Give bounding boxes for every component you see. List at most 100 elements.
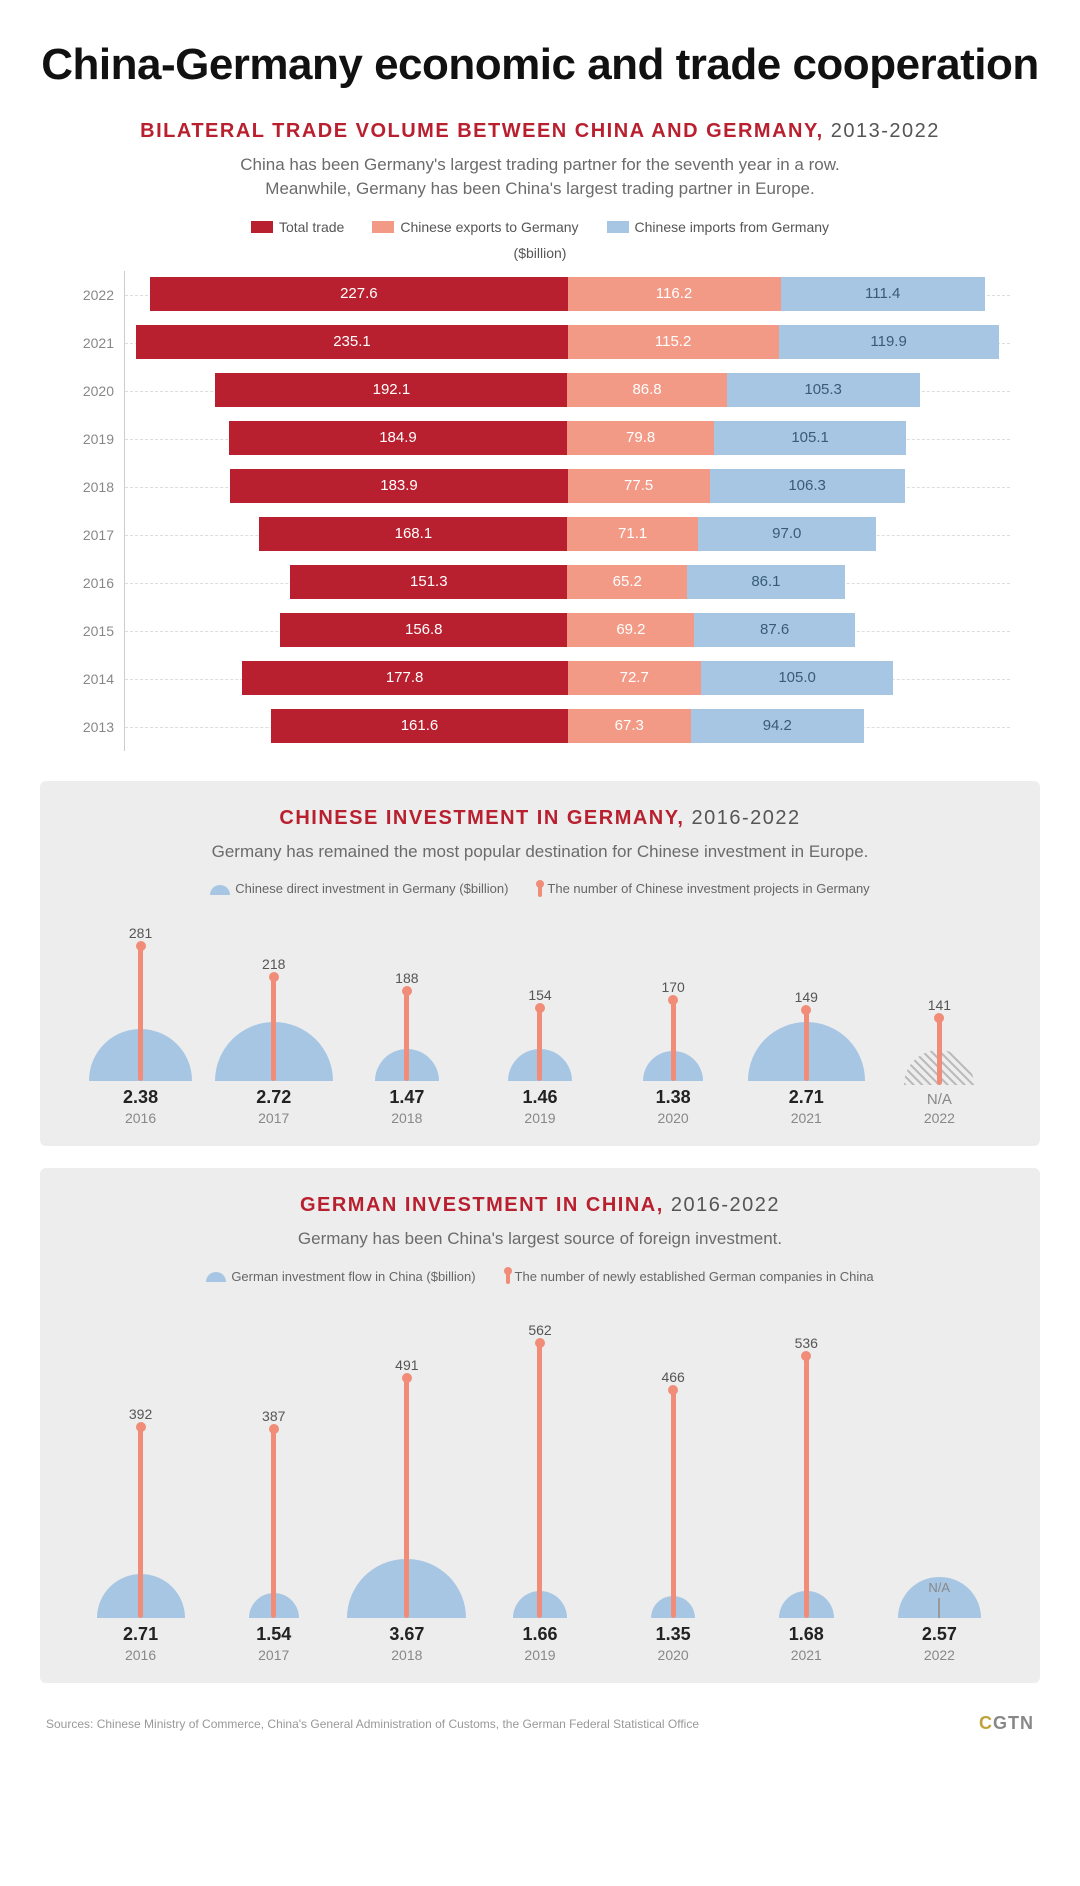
bar-year-label: 2021 <box>70 319 125 367</box>
bar-row: 2017 168.1 71.1 97.0 <box>70 511 1010 559</box>
count-label: 188 <box>395 970 418 986</box>
bar-stack: 227.6 116.2 111.4 <box>150 277 985 311</box>
count-label: 536 <box>795 1335 818 1351</box>
bar-stack: 183.9 77.5 106.3 <box>230 469 904 503</box>
seg-exports: 79.8 <box>567 421 713 455</box>
bar-stack: 156.8 69.2 87.6 <box>280 613 855 647</box>
chart3-title: GERMAN INVESTMENT IN CHINA, 2016-2022 <box>70 1194 1010 1217</box>
stick-shape <box>537 1342 542 1618</box>
lolli-chart-area: 466 <box>607 1298 740 1618</box>
bar-stack: 192.1 86.8 105.3 <box>215 373 919 407</box>
bar-row: 2021 235.1 115.2 119.9 <box>70 319 1010 367</box>
lolli-item: 1492.712021 <box>740 911 873 1126</box>
value-label: 2.38 <box>123 1087 158 1108</box>
seg-imports: 94.2 <box>691 709 864 743</box>
seg-exports: 116.2 <box>568 277 781 311</box>
footer: Sources: Chinese Ministry of Commerce, C… <box>40 1705 1040 1734</box>
seg-exports: 77.5 <box>568 469 710 503</box>
legend-item: Chinese imports from Germany <box>607 219 830 235</box>
value-label: 1.35 <box>656 1624 691 1645</box>
bar-year-label: 2013 <box>70 703 125 751</box>
value-label: 1.38 <box>656 1087 691 1108</box>
seg-total: 151.3 <box>290 565 567 599</box>
lolli-item: 1701.382020 <box>607 911 740 1126</box>
bar-year-label: 2019 <box>70 415 125 463</box>
lolli-item: 3922.712016 <box>74 1298 207 1663</box>
legend-label: Chinese exports to Germany <box>400 219 578 235</box>
chart3-title-red: GERMAN INVESTMENT IN CHINA, <box>300 1194 664 1216</box>
count-label: 170 <box>661 979 684 995</box>
lolli-chart-area: 149 <box>740 911 873 1081</box>
count-label: 392 <box>129 1406 152 1422</box>
bar-row: 2016 151.3 65.2 86.1 <box>70 559 1010 607</box>
bar-year-label: 2022 <box>70 271 125 319</box>
year-label: 2022 <box>924 1110 955 1126</box>
lolli-chart-area: 536 <box>740 1298 873 1618</box>
bar-year-label: 2020 <box>70 367 125 415</box>
seg-total: 168.1 <box>259 517 567 551</box>
chart1-legend: Total trade Chinese exports to Germany Chi… <box>40 219 1040 235</box>
chart2-legend-stick: The number of Chinese investment project… <box>538 881 869 897</box>
seg-total: 183.9 <box>230 469 567 503</box>
lolli-item: 4913.672018 <box>340 1298 473 1663</box>
count-label: 281 <box>129 925 152 941</box>
chart2-legend-stick-label: The number of Chinese investment project… <box>547 881 869 896</box>
stick-shape <box>671 999 676 1081</box>
sources-text: Sources: Chinese Ministry of Commerce, C… <box>46 1717 699 1731</box>
seg-exports: 72.7 <box>568 661 701 695</box>
lolli-item: 1881.472018 <box>340 911 473 1126</box>
stick-shape <box>804 1355 809 1619</box>
seg-exports: 86.8 <box>567 373 726 407</box>
value-label: 1.46 <box>522 1087 557 1108</box>
chart2-legend-dome-label: Chinese direct investment in Germany ($b… <box>235 881 508 896</box>
year-label: 2021 <box>791 1110 822 1126</box>
count-label: 218 <box>262 956 285 972</box>
bar-track: 177.8 72.7 105.0 <box>125 655 1010 703</box>
seg-exports: 67.3 <box>568 709 691 743</box>
bar-row: 2014 177.8 72.7 105.0 <box>70 655 1010 703</box>
legend-item: Total trade <box>251 219 344 235</box>
lolli-item: 5621.662019 <box>473 1298 606 1663</box>
value-label: 2.72 <box>256 1087 291 1108</box>
lolli-item: 536 1.68 2021 <box>740 1298 873 1663</box>
chart3-subtitle: Germany has been China's largest source … <box>70 1227 1010 1251</box>
chart2-title: CHINESE INVESTMENT IN GERMANY, 2016-2022 <box>70 807 1010 830</box>
seg-imports: 86.1 <box>687 565 845 599</box>
bar-track: 192.1 86.8 105.3 <box>125 367 1010 415</box>
chart2-legend-dome: Chinese direct investment in Germany ($b… <box>210 881 508 897</box>
bar-stack: 184.9 79.8 105.1 <box>229 421 907 455</box>
brand-logo: CGTN <box>979 1713 1034 1734</box>
lolli-item: 2182.722017 <box>207 911 340 1126</box>
stick-shape <box>404 1377 409 1618</box>
lolli-chart-area: 392 <box>74 1298 207 1618</box>
year-label: 2018 <box>391 1110 422 1126</box>
stick-shape <box>937 1017 942 1085</box>
chart2-title-red: CHINESE INVESTMENT IN GERMANY, <box>279 807 684 829</box>
value-label: 1.68 <box>789 1624 824 1645</box>
year-label: 2016 <box>125 1647 156 1663</box>
seg-total: 184.9 <box>229 421 568 455</box>
year-label: 2022 <box>924 1647 955 1663</box>
lolli-chart-area: 154 <box>473 911 606 1081</box>
year-label: 2021 <box>791 1647 822 1663</box>
count-label: 154 <box>528 987 551 1003</box>
lolli-chart-area: 281 <box>74 911 207 1081</box>
seg-imports: 87.6 <box>694 613 855 647</box>
value-label: 3.67 <box>389 1624 424 1645</box>
bar-track: 151.3 65.2 86.1 <box>125 559 1010 607</box>
bar-stack: 177.8 72.7 105.0 <box>242 661 894 695</box>
chart1-title-red: BILATERAL TRADE VOLUME BETWEEN CHINA AND… <box>140 120 824 142</box>
lolli-chart-area: 188 <box>340 911 473 1081</box>
count-label: 141 <box>928 997 951 1013</box>
bar-track: 156.8 69.2 87.6 <box>125 607 1010 655</box>
seg-total: 227.6 <box>150 277 567 311</box>
lolli-chart-area: 141 <box>873 915 1006 1085</box>
bar-stack: 235.1 115.2 119.9 <box>136 325 998 359</box>
chart3-legend-stick: The number of newly established German c… <box>506 1269 874 1285</box>
bar-stack: 168.1 71.1 97.0 <box>259 517 875 551</box>
lolli-chart-area: N/A <box>873 1298 1006 1618</box>
lolli-item: 141N/A2022 <box>873 915 1006 1126</box>
stick-shape <box>138 945 143 1081</box>
value-label: 2.57 <box>922 1624 957 1645</box>
stick-icon <box>506 1270 510 1284</box>
